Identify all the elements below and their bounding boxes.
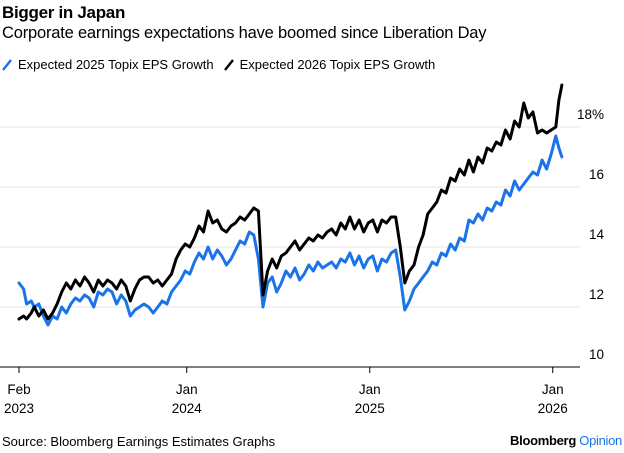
x-axis: Feb 2023 Jan 2024 Jan 2025 Jan 2026	[0, 366, 580, 416]
chart-title: Bigger in Japan	[2, 3, 126, 22]
series-line-2025	[17, 134, 564, 327]
y-tick-label-10: 10	[589, 347, 604, 362]
y-tick-label-18: 18%	[577, 107, 604, 122]
x-tick-label-top-3: Jan	[542, 382, 564, 397]
y-tick-label-16: 16	[589, 167, 604, 182]
x-tick-label-bottom-3: 2026	[538, 401, 568, 416]
legend-item-2025: Expected 2025 Topix EPS Growth	[2, 57, 214, 72]
x-tick-label-bottom-0: 2023	[4, 401, 34, 416]
source-note: Source: Bloomberg Earnings Estimates Gra…	[2, 434, 276, 449]
x-tick-label-bottom-1: 2024	[172, 401, 203, 416]
legend-swatch-2025	[2, 58, 12, 71]
x-tick-label-top-1: Jan	[176, 382, 198, 397]
series-line-2026	[17, 83, 564, 321]
series-lines	[17, 83, 564, 327]
x-tick-label-bottom-2: 2025	[355, 401, 385, 416]
legend-label-2026: Expected 2026 Topix EPS Growth	[239, 57, 436, 72]
legend-label-2025: Expected 2025 Topix EPS Growth	[18, 57, 214, 72]
chart-subtitle: Corporate earnings expectations have boo…	[2, 24, 487, 42]
legend-item-2026: Expected 2026 Topix EPS Growth	[223, 57, 436, 72]
y-tick-labels: 10 12 14 16 18%	[577, 107, 605, 362]
y-tick-label-14: 14	[589, 227, 605, 242]
brand-main: Bloomberg	[510, 433, 576, 448]
x-tick-label-top-2: Jan	[359, 382, 381, 397]
brand-sub: Opinion	[579, 433, 622, 448]
x-tick-label-top-0: Feb	[7, 382, 30, 397]
y-tick-label-12: 12	[589, 287, 604, 302]
legend: Expected 2025 Topix EPS Growth Expected …	[2, 57, 445, 72]
brand-logo: Bloomberg Opinion	[510, 433, 622, 448]
legend-swatch-2026	[223, 58, 234, 71]
